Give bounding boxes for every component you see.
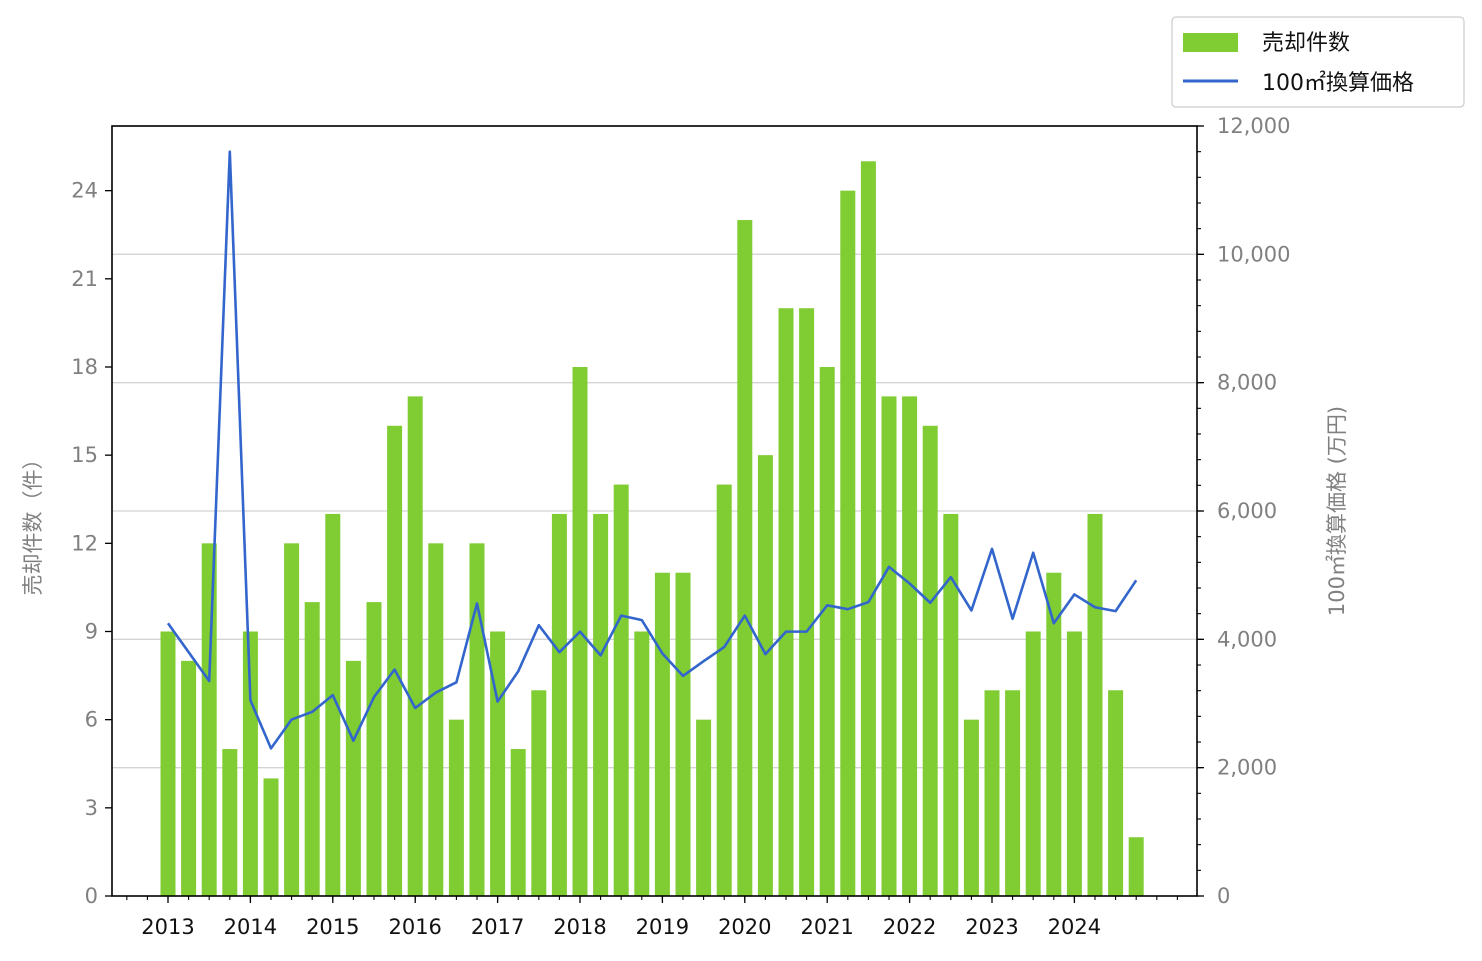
- bar: [943, 513, 959, 896]
- bar: [263, 778, 279, 896]
- bar: [675, 572, 691, 896]
- x-tick-label: 2023: [965, 915, 1018, 939]
- right-y-tick-label: 12,000: [1217, 114, 1290, 138]
- left-y-tick-label: 6: [85, 708, 98, 732]
- bar-series-sales-count: [160, 161, 1144, 897]
- x-axis: 2013 2014 2015 2016 2017 2018 2019 2020 2021 2022…: [126, 896, 1178, 939]
- right-y-axis: 0 2,000 4,000 6,000 8,000 10,000 12,000: [1197, 114, 1290, 908]
- right-y-tick-label: 4,000: [1217, 627, 1277, 651]
- bar: [222, 749, 238, 896]
- bar: [1005, 690, 1021, 896]
- bar: [428, 543, 444, 896]
- bar: [242, 631, 258, 896]
- left-y-tick-label: 12: [71, 531, 98, 555]
- left-y-axis: 0 3 6 9 12 15 18 21 24: [71, 179, 112, 908]
- x-tick-label: 2019: [636, 915, 689, 939]
- x-tick-label: 2024: [1048, 915, 1101, 939]
- bar: [1087, 513, 1103, 896]
- right-y-tick-label: 8,000: [1217, 371, 1277, 395]
- bar: [1108, 690, 1124, 896]
- bar: [840, 190, 856, 896]
- left-y-tick-label: 18: [71, 355, 98, 379]
- bar: [366, 602, 382, 896]
- bar: [181, 660, 197, 896]
- x-tick-label: 2018: [553, 915, 606, 939]
- bar: [922, 425, 938, 896]
- right-y-tick-label: 0: [1217, 884, 1230, 908]
- bar: [778, 308, 794, 896]
- x-tick-label: 2015: [306, 915, 359, 939]
- bar: [325, 513, 341, 896]
- left-y-tick-label: 21: [71, 267, 98, 291]
- bar: [1128, 837, 1144, 896]
- x-tick-label: 2017: [471, 915, 524, 939]
- bar: [345, 660, 361, 896]
- bar: [407, 396, 423, 896]
- left-y-axis-title: 売却件数（件）: [21, 449, 45, 596]
- bar: [860, 161, 876, 896]
- bar: [819, 366, 835, 896]
- left-y-tick-label: 24: [71, 179, 98, 203]
- x-tick-label: 2016: [388, 915, 441, 939]
- right-y-tick-label: 2,000: [1217, 756, 1277, 780]
- right-y-axis-title: 100㎡換算価格 (万円): [1325, 406, 1349, 616]
- bar: [902, 396, 918, 896]
- bar: [387, 425, 403, 896]
- x-tick-label: 2013: [141, 915, 194, 939]
- bar: [448, 719, 464, 896]
- bar: [696, 719, 712, 896]
- bar: [593, 513, 609, 896]
- bar: [510, 749, 526, 896]
- bar: [654, 572, 670, 896]
- bar: [613, 484, 629, 896]
- legend-label-price: 100㎡換算価格: [1262, 70, 1414, 96]
- right-y-tick-label: 6,000: [1217, 499, 1277, 523]
- bar: [881, 396, 897, 896]
- bar: [716, 484, 732, 896]
- bar: [1066, 631, 1082, 896]
- x-tick-label: 2022: [883, 915, 936, 939]
- legend-swatch-sales-count: [1183, 33, 1238, 52]
- x-tick-label: 2014: [224, 915, 277, 939]
- right-y-tick-label: 10,000: [1217, 242, 1290, 266]
- legend-label-sales-count: 売却件数: [1262, 31, 1350, 56]
- price-line: [166, 150, 1138, 750]
- bar: [201, 543, 217, 896]
- legend-box: [1171, 16, 1465, 108]
- x-tick-label: 2020: [718, 915, 771, 939]
- x-tick-label: 2021: [800, 915, 853, 939]
- left-y-tick-label: 9: [85, 619, 98, 643]
- bar: [551, 513, 567, 896]
- bar: [984, 690, 1000, 896]
- line-series-price: [166, 150, 1138, 750]
- bar: [799, 308, 815, 896]
- bar: [304, 602, 320, 896]
- bar: [469, 543, 485, 896]
- bar: [634, 631, 650, 896]
- bar: [1025, 631, 1041, 896]
- left-y-tick-label: 3: [85, 796, 98, 820]
- left-y-tick-label: 15: [71, 443, 98, 467]
- legend: 売却件数 100㎡換算価格: [1171, 16, 1465, 108]
- bar: [963, 719, 979, 896]
- bar: [531, 690, 547, 896]
- bar: [1046, 572, 1062, 896]
- bar: [757, 455, 773, 896]
- left-y-tick-label: 0: [85, 884, 98, 908]
- bar: [160, 631, 176, 896]
- bar: [737, 220, 753, 897]
